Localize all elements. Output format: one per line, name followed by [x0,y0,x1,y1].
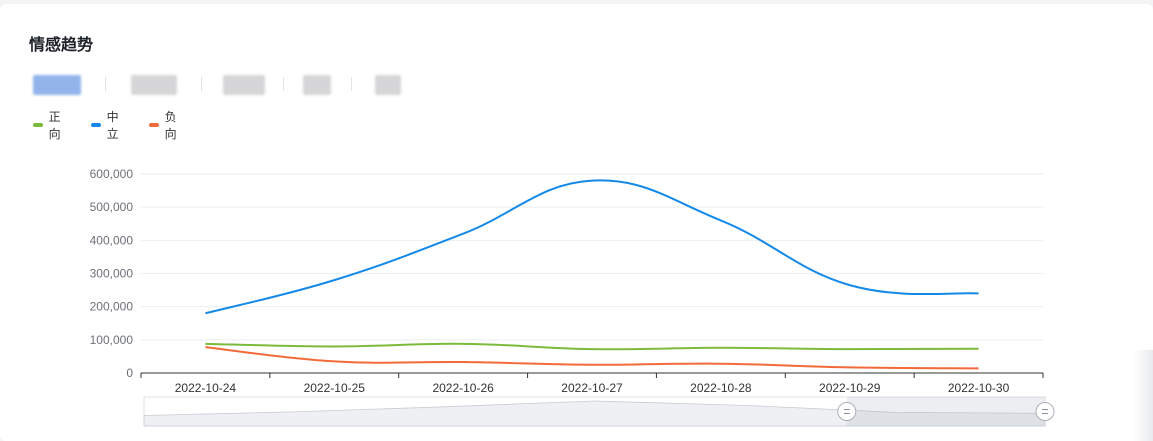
legend-item-positive[interactable]: 正向 [33,110,65,141]
x-tick-label: 2022-10-25 [304,381,366,395]
x-tick-label: 2022-10-30 [948,381,1010,395]
x-tick-label: 2022-10-24 [175,381,237,395]
legend-swatch-negative [149,123,159,127]
tab-divider [201,77,202,91]
datazoom-end-handle[interactable] [1035,402,1055,421]
datazoom-start-handle[interactable] [837,402,857,421]
sentiment-line-chart: 0 100,000 200,000 300,000 400,000 500,000 600,… [90,167,1055,427]
x-tick-label: 2022-10-26 [432,381,494,395]
legend-label-negative: 负向 [164,110,177,141]
legend-label-positive: 正向 [48,110,61,141]
datazoom-window [846,397,1045,426]
y-tick-label: 200,000 [90,300,134,314]
card-title: 情感趋势 [29,37,94,54]
x-tick-label: 2022-10-27 [561,381,623,395]
tab-divider [351,77,352,91]
y-tick-label: 0 [126,366,133,380]
platform-tab-1[interactable] [33,75,81,95]
x-tick-label: 2022-10-28 [690,381,752,395]
y-tick-label: 500,000 [90,200,134,214]
scroll-shadow [1133,350,1153,441]
y-tick-label: 300,000 [90,267,134,281]
platform-tab-3[interactable] [223,75,265,95]
tab-divider [283,77,284,91]
legend-label-neutral: 中立 [106,110,119,141]
platform-tab-5[interactable] [375,75,401,95]
legend-swatch-neutral [91,123,101,127]
legend-swatch-positive [33,123,43,127]
y-tick-label: 400,000 [90,233,134,247]
tab-divider [105,77,106,91]
series-line-neutral [205,179,979,315]
sentiment-card: 情感趋势 正向 中立 负向 0 100,000 200,000 300,000 400,… [0,4,1153,441]
legend-item-negative[interactable]: 负向 [149,110,181,141]
platform-tab-2[interactable] [131,75,177,95]
x-tick-label: 2022-10-29 [819,381,881,395]
series-line-positive [205,342,979,351]
platform-tab-4[interactable] [303,75,331,95]
y-tick-label: 100,000 [90,333,134,347]
y-tick-label: 600,000 [90,167,134,181]
series-line-negative [205,346,979,370]
legend-item-neutral[interactable]: 中立 [91,110,123,141]
